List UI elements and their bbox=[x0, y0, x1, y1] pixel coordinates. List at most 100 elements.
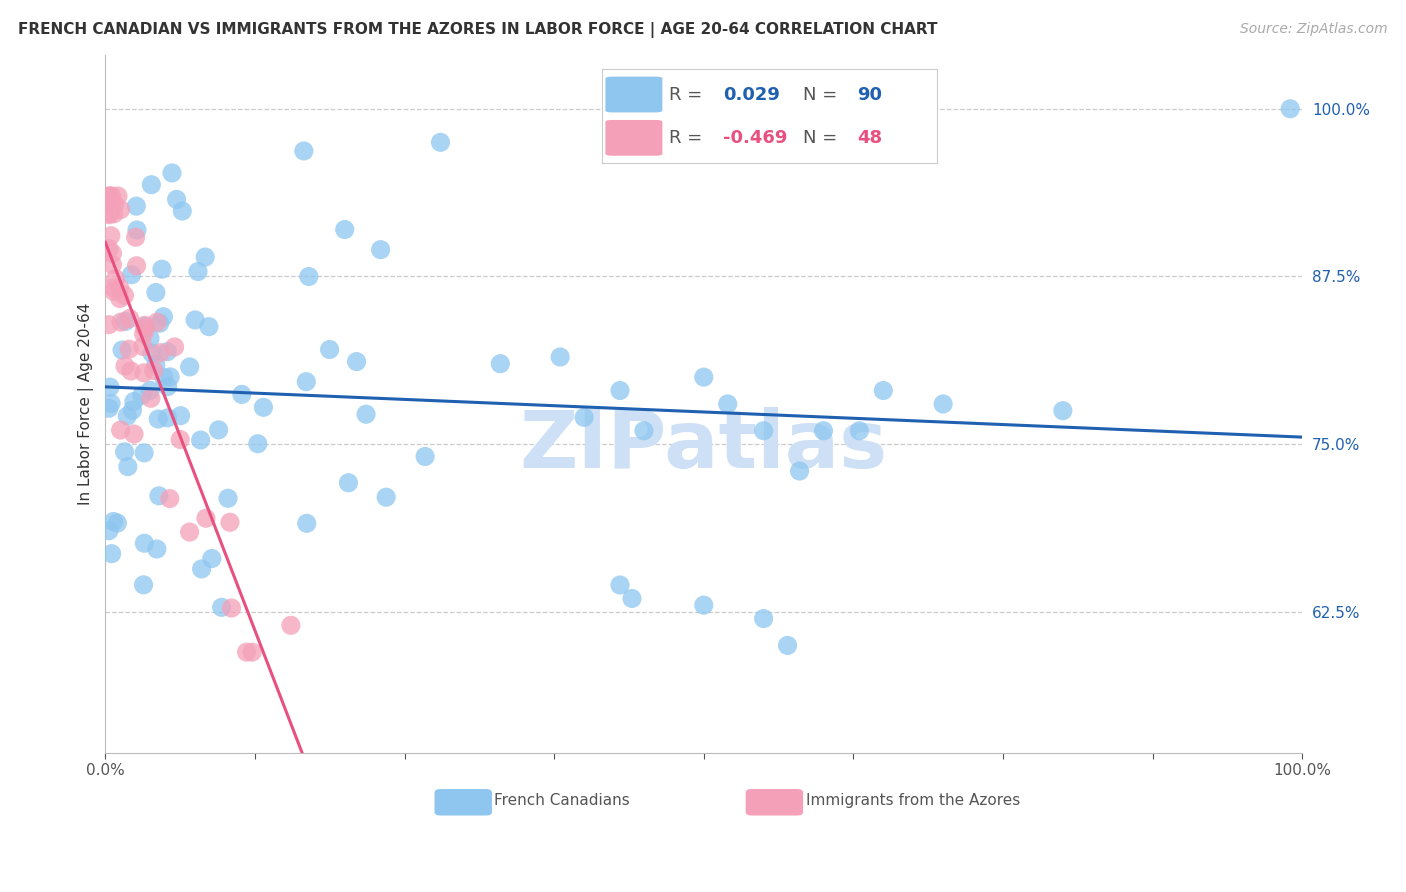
Point bbox=[111, 343, 134, 357]
Point bbox=[429, 136, 451, 150]
Point bbox=[132, 326, 155, 341]
Point bbox=[108, 292, 131, 306]
Point bbox=[211, 600, 233, 615]
Point bbox=[103, 285, 125, 299]
Point bbox=[114, 445, 136, 459]
Point bbox=[333, 222, 356, 236]
Point bbox=[132, 578, 155, 592]
Point bbox=[198, 319, 221, 334]
Point bbox=[717, 397, 740, 411]
Text: Immigrants from the Azores: Immigrants from the Azores bbox=[806, 793, 1019, 807]
Text: FRENCH CANADIAN VS IMMIGRANTS FROM THE AZORES IN LABOR FORCE | AGE 20-64 CORRELA: FRENCH CANADIAN VS IMMIGRANTS FROM THE A… bbox=[18, 22, 938, 38]
Point bbox=[125, 199, 148, 213]
Point bbox=[134, 446, 156, 460]
Point bbox=[103, 515, 125, 529]
Point bbox=[107, 189, 129, 203]
Point bbox=[813, 424, 835, 438]
Point bbox=[118, 342, 141, 356]
Point bbox=[318, 343, 340, 357]
Point bbox=[110, 202, 132, 217]
Point bbox=[156, 379, 179, 393]
Point bbox=[98, 189, 121, 203]
Point bbox=[179, 524, 201, 539]
Point bbox=[100, 396, 122, 410]
Point bbox=[156, 344, 179, 359]
Point bbox=[776, 639, 799, 653]
Point bbox=[337, 475, 360, 490]
Point bbox=[121, 268, 143, 282]
Point bbox=[148, 412, 170, 426]
Point bbox=[145, 285, 167, 300]
Point bbox=[124, 230, 146, 244]
Point bbox=[134, 536, 156, 550]
Point bbox=[159, 370, 181, 384]
Point bbox=[98, 524, 121, 538]
Point bbox=[125, 259, 148, 273]
Point bbox=[1279, 102, 1302, 116]
Point bbox=[169, 433, 191, 447]
Point bbox=[120, 364, 142, 378]
Point bbox=[194, 511, 217, 525]
Point bbox=[609, 578, 631, 592]
Point bbox=[240, 645, 263, 659]
Point bbox=[221, 601, 243, 615]
Point bbox=[150, 262, 173, 277]
Point bbox=[98, 380, 121, 394]
Point bbox=[139, 384, 162, 398]
FancyBboxPatch shape bbox=[745, 789, 803, 815]
Point bbox=[693, 598, 716, 612]
Point bbox=[105, 516, 128, 530]
Point bbox=[98, 401, 121, 416]
Point bbox=[118, 311, 141, 326]
Point bbox=[98, 242, 121, 256]
Point bbox=[295, 375, 318, 389]
Point bbox=[346, 354, 368, 368]
Point bbox=[146, 315, 169, 329]
Point bbox=[848, 424, 870, 438]
Point bbox=[201, 551, 224, 566]
Point bbox=[159, 491, 181, 506]
Point bbox=[190, 562, 212, 576]
Point bbox=[160, 166, 183, 180]
Point bbox=[354, 407, 377, 421]
Point bbox=[122, 394, 145, 409]
Point bbox=[104, 197, 127, 211]
Point bbox=[104, 272, 127, 286]
Point bbox=[98, 318, 121, 332]
Point bbox=[295, 516, 318, 531]
Point bbox=[101, 246, 124, 260]
Point bbox=[98, 208, 121, 222]
Point bbox=[207, 423, 229, 437]
Text: French Canadians: French Canadians bbox=[495, 793, 630, 807]
Point bbox=[370, 243, 392, 257]
Point bbox=[752, 424, 775, 438]
Point bbox=[134, 318, 156, 333]
Point bbox=[100, 228, 122, 243]
Y-axis label: In Labor Force | Age 20-64: In Labor Force | Age 20-64 bbox=[79, 302, 94, 505]
Point bbox=[110, 423, 132, 437]
Point bbox=[789, 464, 811, 478]
Point bbox=[152, 310, 174, 324]
Point bbox=[172, 204, 194, 219]
Point bbox=[103, 207, 125, 221]
Point bbox=[163, 340, 186, 354]
Point bbox=[633, 424, 655, 438]
Point bbox=[166, 193, 188, 207]
Point bbox=[872, 384, 894, 398]
Point bbox=[231, 387, 253, 401]
Point bbox=[132, 366, 155, 380]
Point bbox=[152, 370, 174, 384]
Point bbox=[572, 410, 595, 425]
Point bbox=[194, 250, 217, 264]
Point bbox=[156, 410, 179, 425]
Point bbox=[142, 363, 165, 377]
Point bbox=[135, 319, 157, 334]
Point bbox=[148, 489, 170, 503]
Point bbox=[139, 332, 162, 346]
Text: Source: ZipAtlas.com: Source: ZipAtlas.com bbox=[1240, 22, 1388, 37]
Point bbox=[98, 189, 121, 203]
Point bbox=[620, 591, 643, 606]
Point bbox=[752, 611, 775, 625]
Point bbox=[219, 516, 242, 530]
Text: ZIPatlas: ZIPatlas bbox=[520, 407, 889, 484]
